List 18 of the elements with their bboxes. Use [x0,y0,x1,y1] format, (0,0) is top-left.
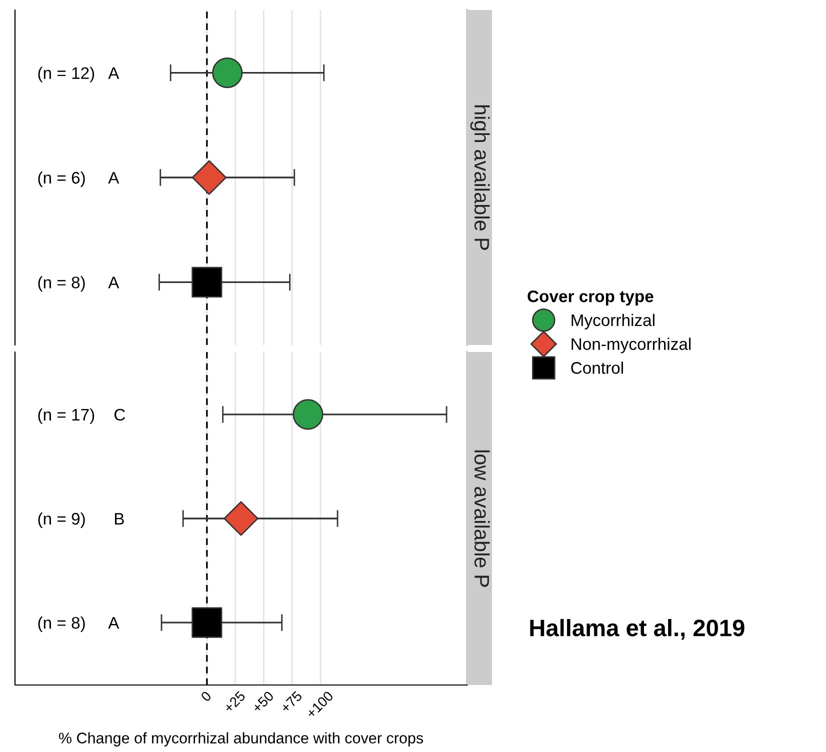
y-tick-label: (n = 8) A [38,616,120,632]
x-tick-label: 0 [200,690,212,702]
y-tick-label: (n = 12) A [38,66,120,82]
legend-title: Cover crop type [528,290,654,306]
text: Hallama et al., 2019 [530,618,744,640]
text: low available P [474,450,490,587]
text: high available P [470,105,490,250]
x-tick-label: +50 [252,690,274,714]
y-tick-label: (n = 8) A [38,276,120,292]
x-axis-title: % Change of mycorrhizal abundance with cover crops [58,732,424,746]
legend-label: Control [571,362,623,374]
legend-label: Mycorrhizal [572,314,654,330]
legend-label: Non-mycorrhizal [572,338,691,354]
y-tick-label: (n = 17) C [38,408,126,424]
x-tick-label: +75 [280,690,303,714]
x-tick-label: +25 [223,690,246,714]
y-tick-label: (n = 6) A [38,171,120,187]
y-tick-label: (n = 9) B [38,512,124,528]
